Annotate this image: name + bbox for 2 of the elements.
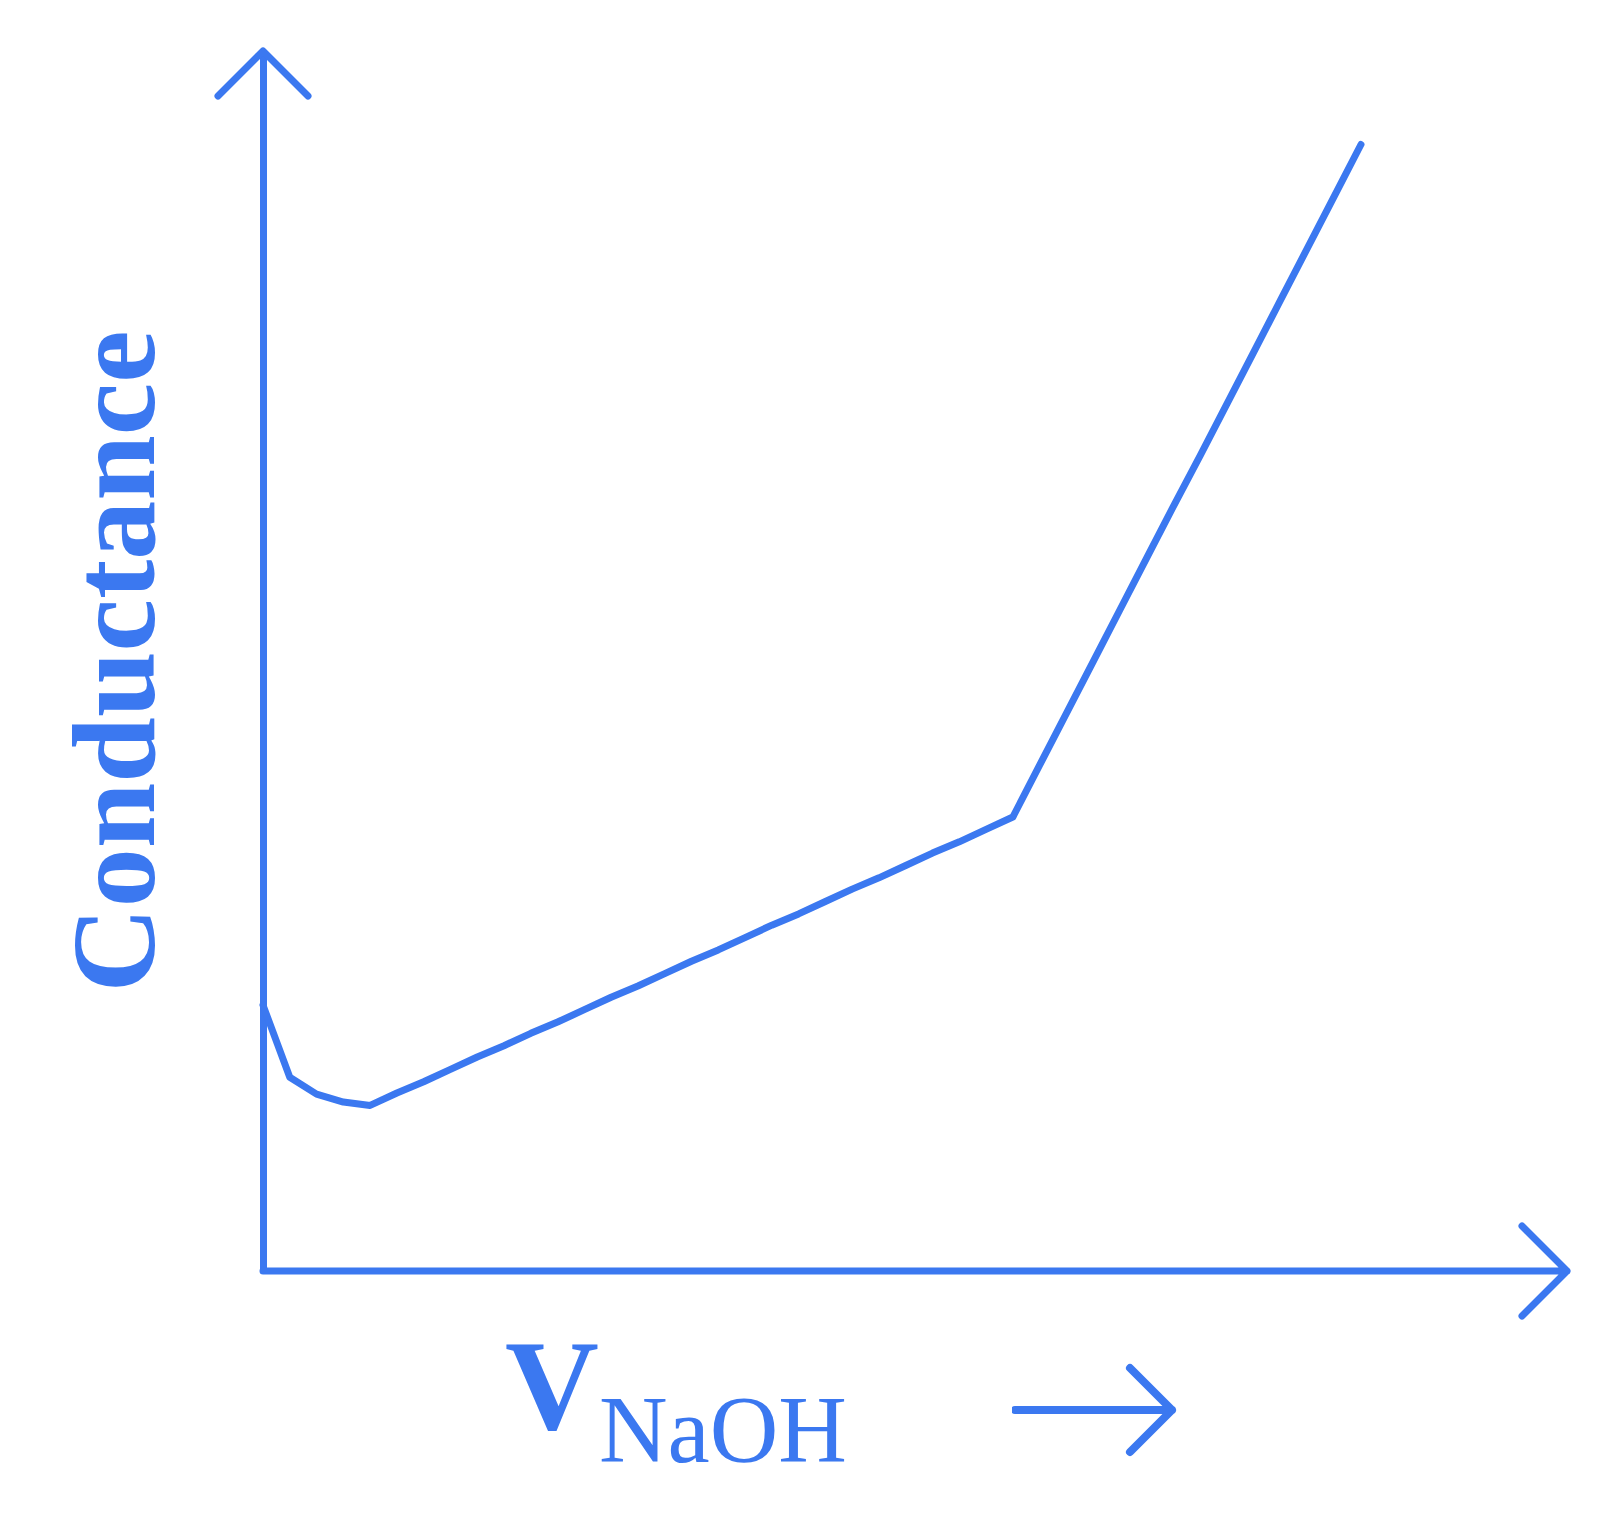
y-axis-title: Conductance [48, 330, 180, 993]
x-axis-title: V$_{NaOH}$ [505, 1313, 847, 1484]
